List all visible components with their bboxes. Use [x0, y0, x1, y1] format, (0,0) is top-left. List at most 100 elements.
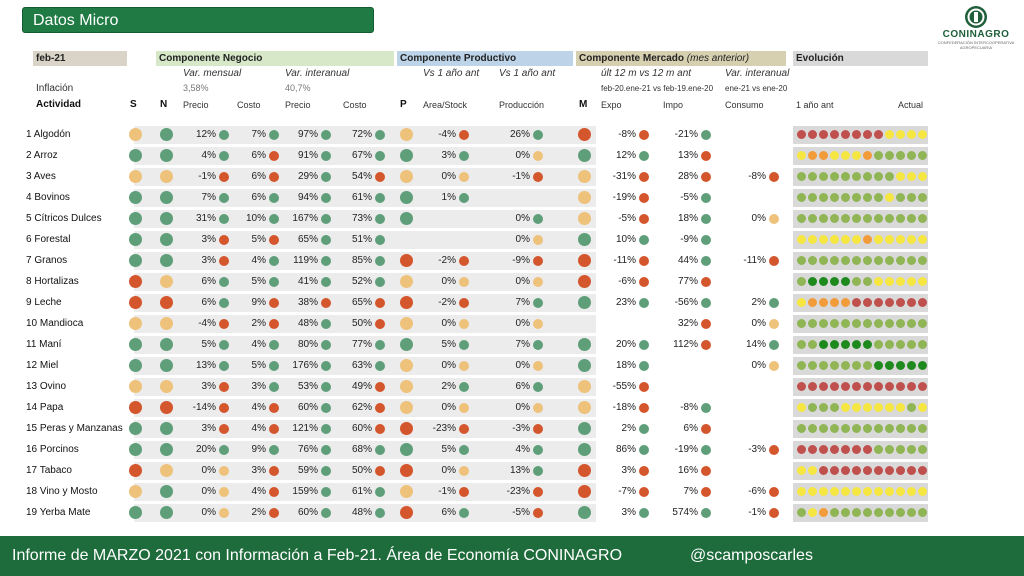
m-indicator [578, 149, 591, 162]
evolution-dot [797, 424, 806, 433]
trend-dot [701, 298, 711, 308]
evolution-dot [841, 487, 850, 496]
evolution-dot [885, 151, 894, 160]
evolution-dot [874, 151, 883, 160]
trend-dot [219, 466, 229, 476]
row-band [134, 399, 596, 417]
evolution-dot [863, 193, 872, 202]
trend-dot [219, 445, 229, 455]
evolution-dot [918, 403, 927, 412]
n-indicator [160, 128, 173, 141]
evolution-dot [797, 340, 806, 349]
evolution-strip [793, 378, 928, 396]
col-precio-mensual: Precio [183, 100, 209, 110]
value-cell: 60% [297, 402, 318, 413]
n-indicator [160, 191, 173, 204]
trend-dot [375, 340, 385, 350]
evolution-dot [874, 172, 883, 181]
evolution-dot [841, 319, 850, 328]
evolution-dot [885, 319, 894, 328]
value-cell: 0% [441, 276, 456, 287]
value-cell: 6% [201, 297, 216, 308]
trend-dot [701, 277, 711, 287]
evolution-dot [797, 382, 806, 391]
m-indicator [578, 422, 591, 435]
value-cell: 0% [515, 276, 530, 287]
evolution-dot [874, 214, 883, 223]
inflacion-interanual: 40,7% [285, 83, 311, 93]
evolution-dot [907, 214, 916, 223]
value-cell: 3% [251, 381, 266, 392]
row-band [134, 252, 596, 270]
s-indicator [129, 359, 142, 372]
value-cell: 18% [615, 360, 636, 371]
value-cell: 5% [441, 339, 456, 350]
p-indicator [400, 149, 413, 162]
trend-dot [769, 340, 779, 350]
n-indicator [160, 380, 173, 393]
value-cell: 159% [292, 486, 318, 497]
value-cell: -9% [512, 255, 530, 266]
evolution-dot [874, 277, 883, 286]
value-cell: -8% [748, 171, 766, 182]
trend-dot [459, 298, 469, 308]
evolution-dot [819, 298, 828, 307]
trend-dot [375, 172, 385, 182]
col-actual: Actual [898, 100, 924, 110]
s-indicator [129, 422, 142, 435]
value-cell: 7% [683, 486, 698, 497]
trend-dot [269, 466, 279, 476]
s-indicator [129, 317, 142, 330]
value-cell: -23% [432, 423, 456, 434]
evolution-dot [885, 256, 894, 265]
evolution-dot [841, 382, 850, 391]
value-cell: 5% [201, 339, 216, 350]
evolution-dot [808, 361, 817, 370]
value-cell: 59% [297, 465, 318, 476]
evolution-dot [797, 277, 806, 286]
evolution-dot [874, 319, 883, 328]
evolution-dot [907, 130, 916, 139]
n-indicator [160, 275, 173, 288]
value-cell: 85% [351, 255, 372, 266]
value-cell: 48% [351, 507, 372, 518]
evolution-dot [808, 466, 817, 475]
evolution-dot [819, 256, 828, 265]
evolution-dot [863, 382, 872, 391]
trend-dot [639, 256, 649, 266]
evolution-dot [819, 487, 828, 496]
evolution-dot [830, 130, 839, 139]
evolution-dot [874, 508, 883, 517]
value-cell: 20% [615, 339, 636, 350]
value-cell: 6% [683, 423, 698, 434]
evolution-dot [852, 235, 861, 244]
activity-name: 2 Arroz [26, 150, 58, 161]
value-cell: -4% [438, 129, 456, 140]
col-produccion: Producción [499, 100, 545, 110]
evolution-dot [797, 361, 806, 370]
trend-dot [269, 424, 279, 434]
trend-dot [639, 193, 649, 203]
value-cell: 0% [441, 360, 456, 371]
evolution-dot [918, 466, 927, 475]
value-cell: 119% [293, 255, 318, 266]
trend-dot [701, 487, 711, 497]
trend-dot [219, 319, 229, 329]
evolution-strip [793, 273, 928, 291]
trend-dot [769, 508, 779, 518]
evolution-dot [863, 508, 872, 517]
value-cell: 4% [251, 402, 266, 413]
evolution-dot [907, 277, 916, 286]
coninagro-logo-icon [965, 6, 987, 28]
value-cell: 3% [441, 150, 456, 161]
trend-dot [533, 487, 543, 497]
trend-dot [769, 487, 779, 497]
evolution-dot [797, 319, 806, 328]
evolution-dot [896, 340, 905, 349]
trend-dot [321, 172, 331, 182]
evolution-dot [808, 172, 817, 181]
evolution-dot [896, 487, 905, 496]
trend-dot [375, 130, 385, 140]
evolution-dot [863, 340, 872, 349]
value-cell: 2% [441, 381, 456, 392]
